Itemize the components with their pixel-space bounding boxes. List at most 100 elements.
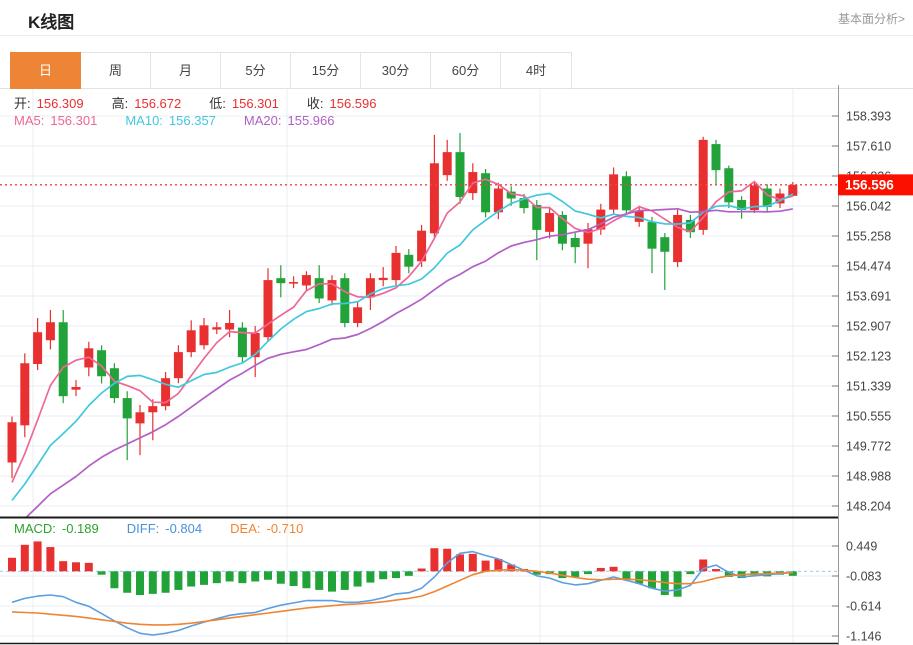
ma-readout: MA5: 156.301 MA10: 156.357 MA20: 155.966 xyxy=(14,113,363,128)
tab-4hour[interactable]: 4时 xyxy=(501,53,571,88)
tab-5min[interactable]: 5分 xyxy=(221,53,291,88)
macd-bar xyxy=(750,571,759,576)
ohlc-readout: 开: 156.309 高: 156.672 低: 156.301 收: 156.596 xyxy=(14,93,405,112)
readout-label: MA10: xyxy=(125,113,163,128)
macd-bar xyxy=(468,553,477,572)
macd-bar xyxy=(788,571,797,576)
readout-item: 开: 156.309 xyxy=(14,96,90,111)
macd-bar xyxy=(686,571,695,575)
axis-labels: 158.393157.610156.826156.042155.258154.4… xyxy=(832,110,891,644)
price-axis-label: 154.474 xyxy=(846,260,891,274)
candle-body xyxy=(788,184,798,196)
candle-body xyxy=(122,398,132,419)
readout-item: DIFF: -0.804 xyxy=(127,521,208,536)
candle-body xyxy=(20,363,30,426)
macd-bar xyxy=(699,559,708,572)
candle-body xyxy=(33,332,43,365)
readout-item: MA10: 156.357 xyxy=(125,113,222,128)
price-axis-label: 153.691 xyxy=(846,290,891,304)
macd-bar xyxy=(404,571,413,576)
candle-body xyxy=(621,176,631,211)
macd-bar xyxy=(302,571,311,589)
macd-bar xyxy=(353,571,362,587)
tab-60min[interactable]: 60分 xyxy=(431,53,501,88)
candle-body xyxy=(532,205,542,230)
candle-body xyxy=(58,322,68,397)
candle-body xyxy=(263,280,273,338)
readout-item: 收: 156.596 xyxy=(307,96,383,111)
header-divider xyxy=(0,35,913,36)
macd-bar xyxy=(724,571,733,577)
candle-body xyxy=(289,282,299,284)
macd-bar xyxy=(289,571,298,586)
macd-bar xyxy=(136,571,144,596)
price-axis-label: 148.988 xyxy=(846,470,891,484)
macd-bar xyxy=(97,571,106,575)
candle-body xyxy=(673,214,683,263)
candle-body xyxy=(314,278,324,299)
ma20-line xyxy=(25,207,793,517)
candle-body xyxy=(7,422,17,463)
candle-body xyxy=(749,185,759,210)
readout-label: 开: xyxy=(14,96,31,111)
candle-body xyxy=(481,173,491,213)
ma10-line xyxy=(11,192,794,501)
macd-bar xyxy=(328,571,336,592)
readout-value: -0.189 xyxy=(61,521,99,536)
candle-body xyxy=(557,214,567,244)
tab-15min[interactable]: 15分 xyxy=(291,53,361,88)
macd-bar xyxy=(456,554,464,572)
macd-bar xyxy=(110,571,119,589)
candle-body xyxy=(186,330,196,353)
candle-body xyxy=(301,275,311,286)
candle-body xyxy=(404,254,414,267)
tab-day[interactable]: 日 xyxy=(10,52,81,89)
candle-body xyxy=(583,229,593,244)
candle-body xyxy=(327,280,337,301)
tab-week[interactable]: 周 xyxy=(81,53,151,88)
candle-body xyxy=(545,213,555,232)
price-axis-label: 149.772 xyxy=(846,440,891,454)
price-axis-label: 152.907 xyxy=(846,320,891,334)
readout-value: 156.309 xyxy=(36,96,84,111)
macd-bar xyxy=(46,547,55,572)
macd-bar xyxy=(161,571,170,593)
macd-bar xyxy=(635,571,644,584)
candle-body xyxy=(596,209,606,230)
price-axis-label: 157.610 xyxy=(846,140,891,154)
readout-label: MA20: xyxy=(243,113,282,128)
macd-axis-label: -0.614 xyxy=(846,600,881,614)
candle-body xyxy=(685,219,695,233)
readout-value: -0.710 xyxy=(266,521,304,536)
candle-body xyxy=(199,325,209,346)
macd-bar xyxy=(712,569,720,572)
macd-bar xyxy=(264,571,272,580)
macd-bar xyxy=(596,567,605,572)
macd-bar xyxy=(187,571,196,587)
tab-month[interactable]: 月 xyxy=(151,53,221,88)
macd-readout: MACD: -0.189 DIFF: -0.804 DEA: -0.710 xyxy=(14,521,331,536)
readout-label: 高: xyxy=(111,96,129,111)
macd-bar xyxy=(72,562,80,572)
readout-item: DEA: -0.710 xyxy=(230,521,309,536)
candle-body xyxy=(417,230,427,262)
fundamental-analysis-link[interactable]: 基本面分析> xyxy=(837,12,905,26)
candle-body xyxy=(698,139,708,230)
readout-item: MA20: 155.966 xyxy=(244,113,341,128)
macd-bar xyxy=(20,544,29,572)
candle-body xyxy=(737,200,747,210)
price-axis-label: 151.339 xyxy=(846,380,891,394)
readout-value: 156.596 xyxy=(329,96,377,111)
macd-bar xyxy=(494,558,503,572)
candle-body xyxy=(365,278,375,298)
candle-body xyxy=(570,237,580,248)
macd-bar xyxy=(84,562,93,572)
macd-bar xyxy=(200,571,208,585)
candle-body xyxy=(647,221,657,249)
candle-body xyxy=(340,278,350,324)
macd-bar xyxy=(584,571,592,575)
candle-body xyxy=(250,332,260,358)
tab-30min[interactable]: 30分 xyxy=(361,53,431,88)
macd-bar xyxy=(212,571,221,584)
